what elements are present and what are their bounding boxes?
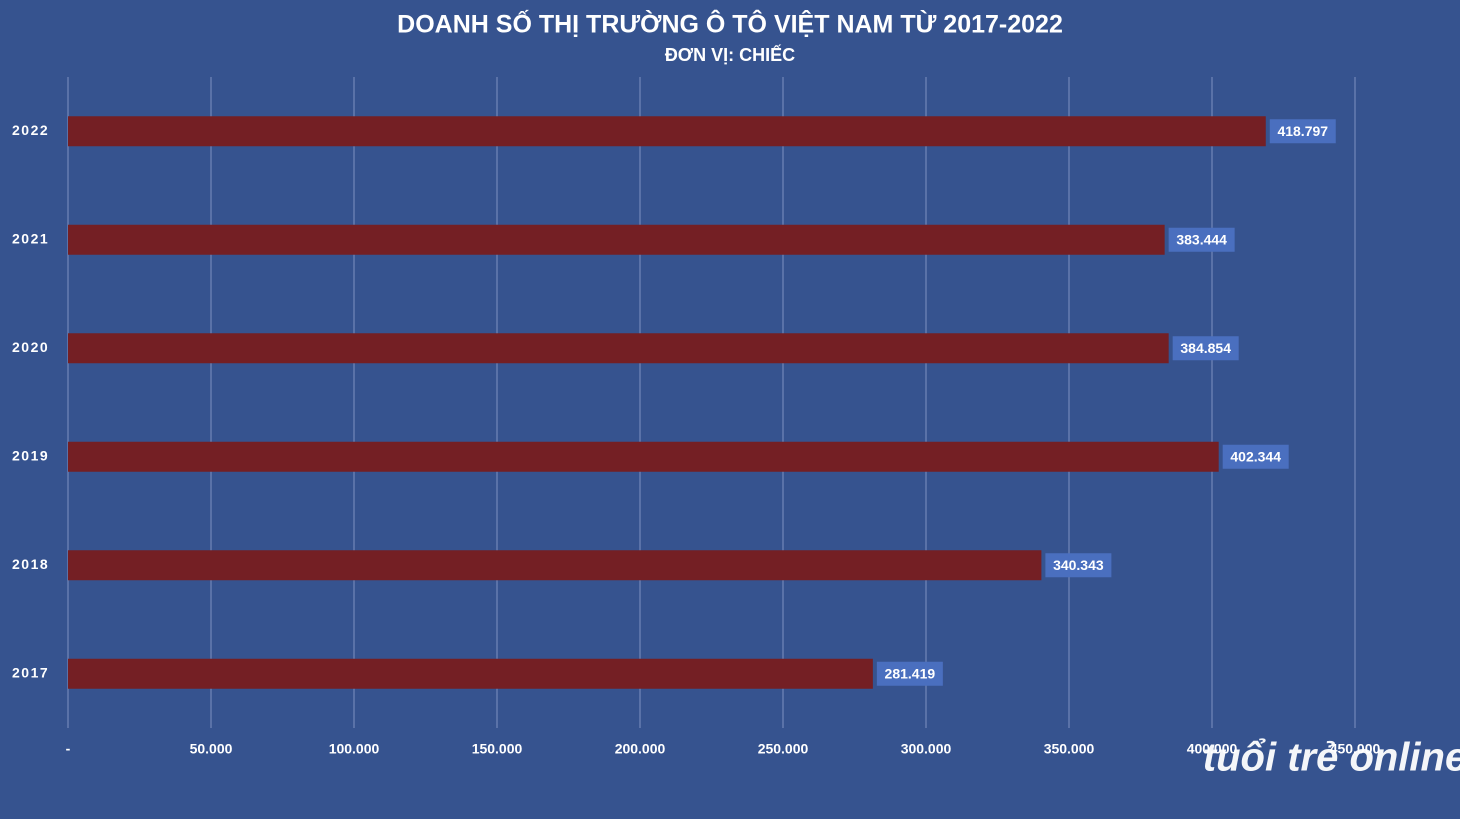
value-label-box xyxy=(1269,119,1336,144)
x-tick-label: 150.000 xyxy=(472,741,523,757)
y-tick-label: 2017 xyxy=(12,664,49,680)
value-label: 402.344 xyxy=(1230,448,1281,464)
bar xyxy=(68,658,873,689)
value-label-box xyxy=(1045,553,1112,578)
value-label-box xyxy=(1172,336,1239,361)
x-tick-label: 450.000 xyxy=(1330,741,1381,757)
x-tick-label: 200.000 xyxy=(615,741,666,757)
watermark: tuổi trẻ online xyxy=(1203,736,1460,780)
value-label: 340.343 xyxy=(1053,557,1104,573)
bar xyxy=(68,550,1042,581)
bar xyxy=(68,224,1165,255)
value-label: 281.419 xyxy=(885,665,936,681)
value-label-box xyxy=(876,661,943,686)
value-label: 383.444 xyxy=(1176,231,1227,247)
y-tick-label: 2020 xyxy=(12,339,49,355)
x-tick-label: 100.000 xyxy=(329,741,380,757)
value-label-box xyxy=(1168,227,1235,252)
value-label-box xyxy=(1222,444,1289,469)
y-tick-label: 2018 xyxy=(12,556,49,572)
x-tick-label: 50.000 xyxy=(190,741,233,757)
bar xyxy=(68,441,1219,472)
bar xyxy=(68,333,1169,364)
x-tick-label: 250.000 xyxy=(758,741,809,757)
x-tick-label: 300.000 xyxy=(901,741,952,757)
y-tick-label: 2022 xyxy=(12,122,49,138)
y-tick-label: 2021 xyxy=(12,230,49,246)
value-label: 418.797 xyxy=(1277,123,1328,139)
x-tick-label: 350.000 xyxy=(1044,741,1095,757)
value-label: 384.854 xyxy=(1180,340,1231,356)
y-tick-label: 2019 xyxy=(12,447,49,463)
x-tick-label: - xyxy=(66,741,71,757)
x-tick-label: 400.000 xyxy=(1187,741,1238,757)
chart-title: DOANH SỐ THỊ TRƯỜNG Ô TÔ VIỆT NAM TỪ 201… xyxy=(397,9,1063,39)
chart-subtitle: ĐƠN VỊ: CHIẾC xyxy=(665,44,795,65)
bar xyxy=(68,116,1266,147)
